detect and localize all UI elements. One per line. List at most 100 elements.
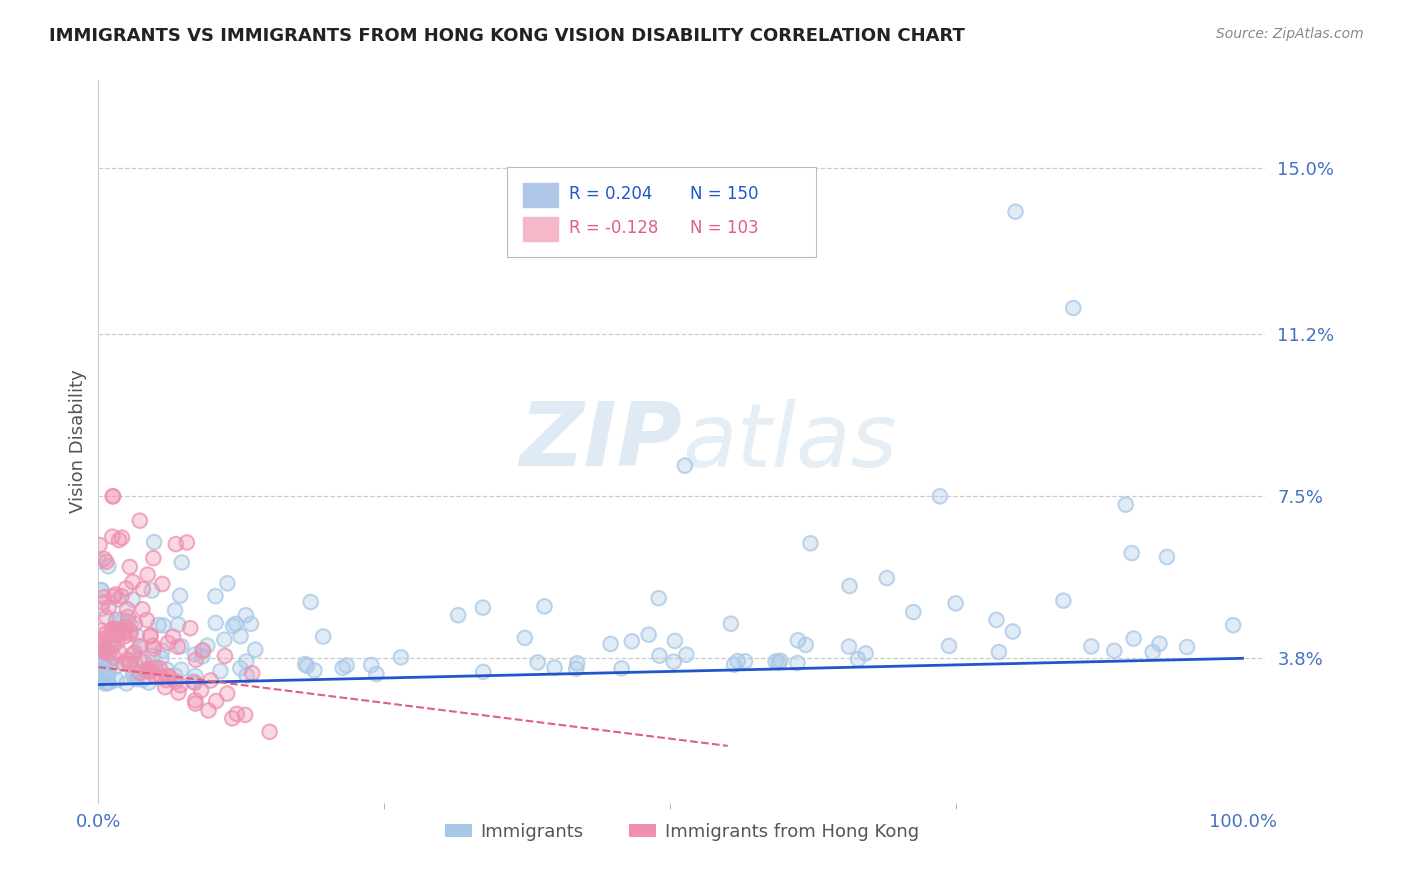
Point: [139, 629, 162, 643]
Point: [162, 630, 184, 644]
Point: [599, 637, 621, 651]
Point: [304, 664, 326, 678]
Point: [245, 642, 267, 657]
Point: [986, 613, 1008, 627]
Point: [938, 639, 960, 653]
Point: [112, 657, 135, 671]
Point: [143, 535, 166, 549]
Point: [121, 648, 143, 662]
Point: [96, 555, 118, 569]
Point: [214, 648, 236, 663]
Point: [1004, 204, 1026, 219]
Point: [93, 591, 115, 605]
Point: [89, 644, 111, 658]
Point: [769, 654, 792, 668]
Point: [794, 638, 817, 652]
Point: [124, 645, 146, 659]
Point: [115, 582, 138, 596]
Point: [89, 651, 111, 665]
Point: [675, 648, 697, 662]
Point: [142, 641, 165, 656]
Point: [526, 656, 548, 670]
Point: [112, 613, 135, 627]
Point: [87, 674, 110, 689]
Point: [91, 595, 114, 609]
Point: [162, 630, 184, 644]
Point: [89, 644, 111, 658]
Text: ZIP: ZIP: [519, 398, 682, 485]
Point: [197, 703, 219, 717]
Point: [637, 628, 659, 642]
Point: [169, 589, 191, 603]
Point: [104, 624, 127, 638]
Point: [648, 648, 671, 663]
Point: [96, 675, 118, 690]
Point: [169, 678, 191, 692]
Point: [637, 628, 659, 642]
Point: [240, 616, 263, 631]
Point: [120, 626, 142, 640]
Point: [295, 659, 318, 673]
Point: [96, 610, 118, 624]
Point: [769, 654, 792, 668]
Point: [184, 653, 207, 667]
Point: [620, 634, 643, 648]
Point: [170, 663, 193, 677]
Point: [165, 674, 187, 689]
Point: [1052, 593, 1074, 607]
Point: [90, 642, 112, 657]
Point: [121, 592, 143, 607]
Point: [129, 640, 152, 654]
Point: [91, 632, 114, 646]
Point: [366, 667, 388, 681]
Point: [620, 634, 643, 648]
Point: [128, 666, 150, 681]
Point: [90, 635, 112, 649]
Point: [121, 574, 143, 589]
Point: [565, 662, 588, 676]
Point: [121, 648, 143, 662]
Point: [97, 667, 120, 681]
Point: [1175, 640, 1198, 654]
Point: [100, 657, 122, 671]
Point: [471, 600, 494, 615]
Point: [142, 648, 165, 663]
Point: [93, 633, 115, 648]
Point: [765, 655, 787, 669]
Point: [156, 663, 179, 677]
Point: [141, 660, 163, 674]
Point: [96, 610, 118, 624]
Point: [513, 631, 536, 645]
Point: [222, 619, 245, 633]
Point: [170, 556, 193, 570]
Point: [150, 577, 173, 591]
Point: [97, 667, 120, 681]
Point: [91, 648, 114, 663]
Point: [117, 614, 139, 628]
FancyBboxPatch shape: [523, 183, 558, 208]
Point: [89, 638, 111, 652]
Point: [148, 618, 170, 632]
Point: [727, 654, 749, 668]
Point: [150, 651, 173, 665]
Point: [135, 664, 157, 678]
Point: [143, 668, 166, 682]
Point: [662, 655, 685, 669]
Point: [112, 657, 135, 671]
Point: [105, 659, 128, 673]
Point: [235, 608, 257, 623]
Point: [103, 590, 125, 604]
Point: [142, 551, 165, 566]
Point: [610, 661, 633, 675]
Point: [107, 634, 129, 648]
Point: [1121, 546, 1143, 560]
Point: [87, 670, 110, 684]
Point: [101, 489, 124, 503]
Point: [121, 592, 143, 607]
Point: [122, 670, 145, 684]
Point: [124, 657, 146, 671]
Point: [132, 673, 155, 687]
Point: [115, 653, 138, 667]
Point: [110, 622, 132, 636]
Point: [117, 610, 139, 624]
